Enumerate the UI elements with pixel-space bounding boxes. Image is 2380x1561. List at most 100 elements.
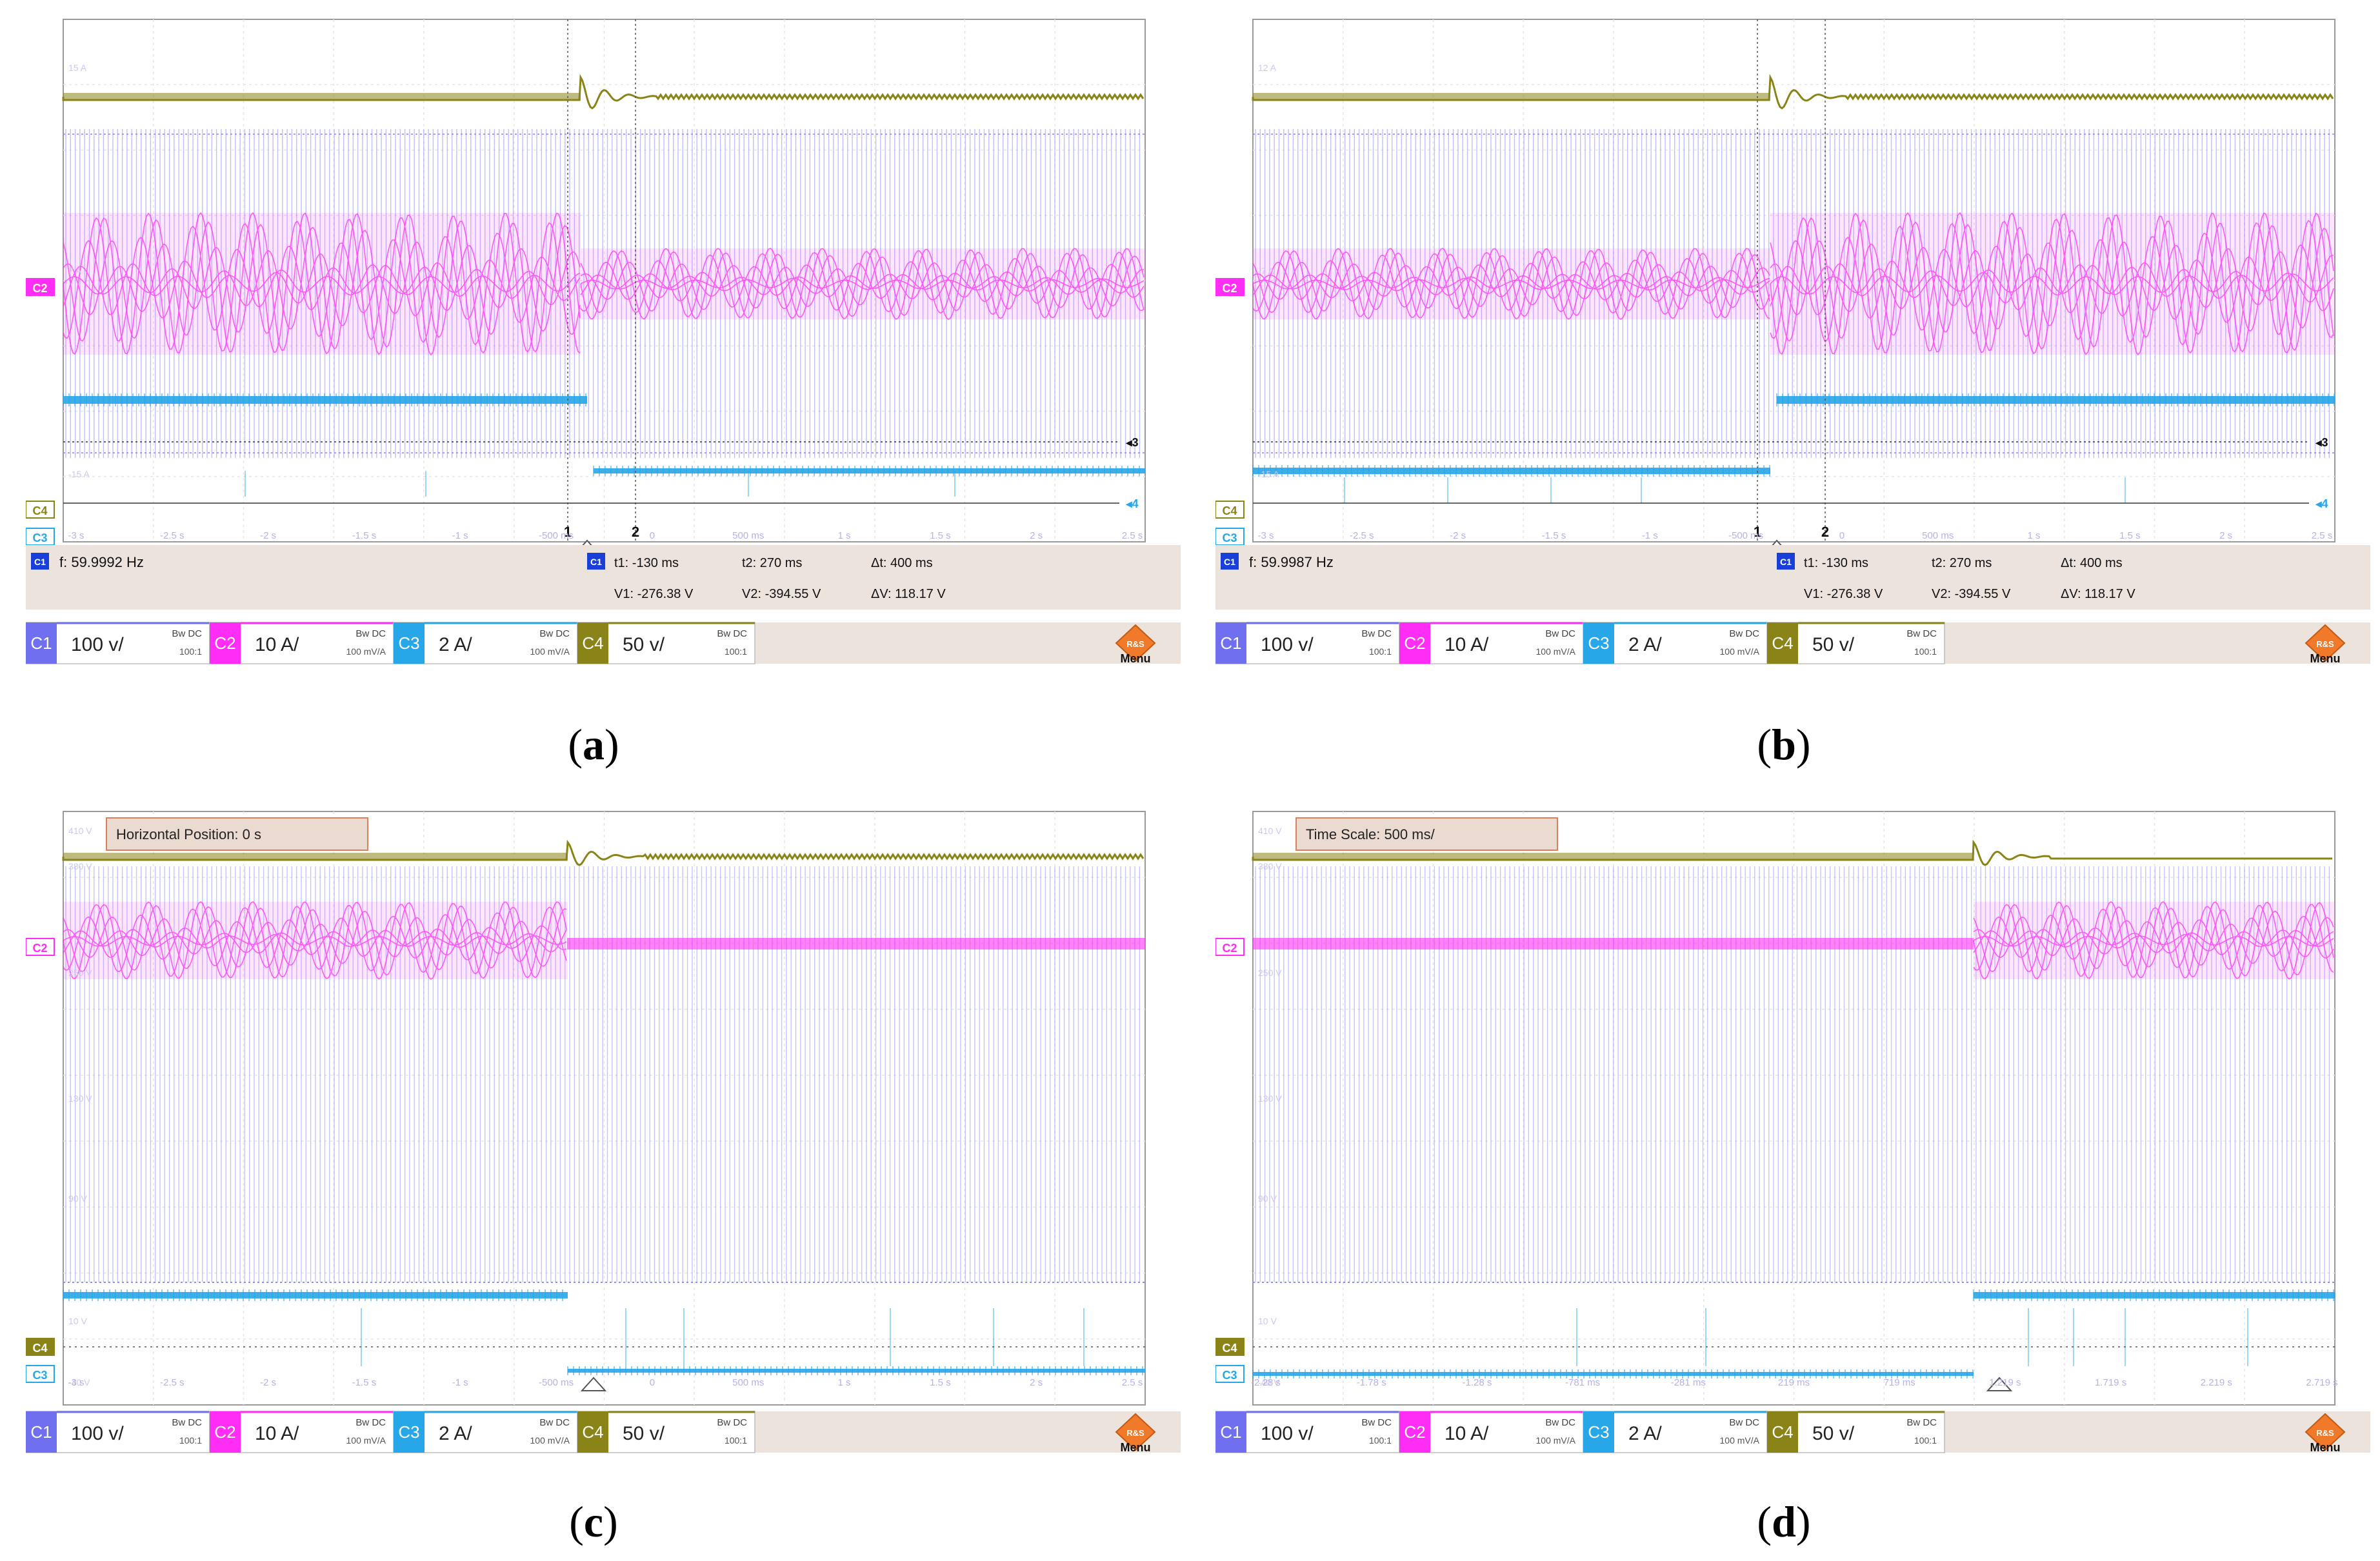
- level-label: 130 V: [1258, 1093, 1282, 1104]
- channel-bandwidth: Bw DC: [1545, 1417, 1575, 1428]
- channel-bandwidth: Bw DC: [355, 1417, 386, 1428]
- info-box-text: Time Scale: 500 ms/: [1306, 826, 1435, 842]
- side-tag-c2: [1215, 938, 1245, 956]
- level-label: -40 V: [1258, 1377, 1280, 1387]
- cursor-marker-4: ◂4: [1125, 497, 1138, 510]
- channel-tag-c1[interactable]: [26, 622, 57, 664]
- level-label: 380 V: [68, 861, 92, 871]
- info-box: [106, 817, 368, 851]
- scope-screen-c: Horizontal Position: 0 s C2 C4 C3 410 V 380 V…: [26, 805, 1181, 1469]
- channel-tag-c4[interactable]: [1767, 1411, 1798, 1453]
- channel-tag-text: C4: [1772, 1422, 1793, 1442]
- channel-bandwidth: Bw DC: [1729, 1417, 1759, 1428]
- level-label: 380 V: [1258, 861, 1282, 871]
- channel-scale: 100 v/: [71, 634, 124, 655]
- time-tick-label: 2.5 s: [1122, 530, 1143, 541]
- channel-tag-c1[interactable]: [1215, 1411, 1246, 1453]
- side-tag-c3-label: C3: [32, 1369, 47, 1382]
- c3-current-pre: [1253, 468, 1770, 474]
- menu-logo-icon[interactable]: [2305, 1413, 2346, 1451]
- channel-bandwidth: Bw DC: [539, 1417, 570, 1428]
- channel-scale: 2 A/: [1628, 634, 1662, 655]
- channel-bandwidth: Bw DC: [172, 628, 202, 639]
- c3-current-pre-ripple: [63, 393, 586, 406]
- channel-tag-text: C3: [1588, 633, 1609, 653]
- channel-tag-c3[interactable]: [394, 622, 425, 664]
- menu-logo-icon[interactable]: [1115, 624, 1156, 662]
- c2-current-pre-band: [1253, 248, 1770, 319]
- menu-logo-icon[interactable]: [2305, 624, 2346, 662]
- trigger-position-icon[interactable]: [1986, 1377, 2013, 1391]
- channel-probe-ratio: 100:1: [179, 1435, 202, 1446]
- side-tag-c3: [26, 1365, 55, 1383]
- c1-switching-trace: [1255, 866, 2330, 1282]
- channel-tag-c2[interactable]: [210, 1411, 241, 1453]
- c3-spikes: [1344, 477, 2126, 503]
- channel-tag-c2[interactable]: [210, 622, 241, 664]
- channel-tag-c2[interactable]: [1399, 1411, 1430, 1453]
- c3-spikes: [245, 471, 955, 497]
- time-tick-label: 2 s: [2219, 530, 2232, 541]
- cursor-channel-label: C1: [590, 557, 602, 567]
- channel-bandwidth: Bw DC: [1545, 628, 1575, 639]
- channel-bandwidth: Bw DC: [1361, 1417, 1392, 1428]
- cursor-marker-1: 1: [564, 524, 572, 540]
- channel-probe-ratio: 100:1: [1369, 1435, 1392, 1446]
- cursor-marker-1: 1: [1754, 524, 1761, 540]
- time-tick-label: 2.719 s: [2306, 1377, 2337, 1388]
- time-tick-label: -2.5 s: [1350, 530, 1374, 541]
- time-tick-label: -2 s: [260, 530, 276, 541]
- time-tick-label: 219 ms: [1778, 1377, 1810, 1388]
- time-tick-label: 2.219 s: [2201, 1377, 2232, 1388]
- info-box-text: Horizontal Position: 0 s: [116, 826, 261, 842]
- caption-c: (c): [569, 1497, 618, 1546]
- frequency-readout: f: 59.9987 Hz: [1249, 554, 1334, 570]
- side-tag-c4: [1215, 1338, 1245, 1356]
- time-tick-label: -1 s: [452, 530, 468, 541]
- channel-tag-c3[interactable]: [394, 1411, 425, 1453]
- channel-tag-c4[interactable]: [1767, 622, 1798, 664]
- channel-tag-c1[interactable]: [26, 1411, 57, 1453]
- time-tick-label: -2.5 s: [160, 530, 185, 541]
- channel-tag-c3[interactable]: [1583, 1411, 1614, 1453]
- panel-c: Horizontal Position: 0 s C2 C4 C3 410 V 380 V…: [26, 805, 1181, 1479]
- side-tag-c2-label: C2: [32, 282, 47, 295]
- trigger-position-icon[interactable]: [580, 1377, 607, 1391]
- channel-scale: 100 v/: [71, 1423, 124, 1444]
- caption-b: (b): [1757, 720, 1811, 769]
- scope-screen-a: 1 2 ◂3 ◂4 C2 C4 C3 15 A 7 A -15 A -3 s -2.5 s -2 s -1…: [26, 13, 1181, 677]
- channel-probe-ratio: 100 mV/A: [346, 1435, 386, 1446]
- side-tag-c4: [26, 1338, 55, 1356]
- channel-probe-ratio: 100:1: [1369, 646, 1392, 657]
- channel-bandwidth: Bw DC: [539, 628, 570, 639]
- channel-bandwidth: Bw DC: [1906, 1417, 1937, 1428]
- channel-tag-c3[interactable]: [1583, 622, 1614, 664]
- channel-tag-c1[interactable]: [1215, 622, 1246, 664]
- c1-switching-trace: [65, 129, 1141, 458]
- channel-probe-ratio: 100 mV/A: [346, 646, 386, 657]
- channel-tag-text: C4: [582, 1422, 603, 1442]
- time-tick-label: 2.5 s: [1122, 1377, 1143, 1388]
- channel-tag-c4[interactable]: [577, 1411, 608, 1453]
- channel-tag-text: C3: [398, 633, 419, 653]
- time-tick-label: -500 ms: [539, 1377, 574, 1388]
- side-tag-c3-label: C3: [1222, 1369, 1237, 1382]
- channel-tag-c4[interactable]: [577, 622, 608, 664]
- time-tick-label: 2 s: [1030, 1377, 1043, 1388]
- cursor-v1: V1: -276.38 V: [614, 587, 694, 601]
- time-tick-label: 1 s: [838, 1377, 851, 1388]
- info-box: [1295, 817, 1558, 851]
- channel-tag-text: C3: [398, 1422, 419, 1442]
- channel-scale: 50 v/: [623, 634, 665, 655]
- c2-current-post: [580, 248, 1145, 320]
- cursor-marker-3: ◂3: [2315, 436, 2328, 449]
- channel-tag-c2[interactable]: [1399, 622, 1430, 664]
- channel-probe-ratio: 100 mV/A: [530, 646, 570, 657]
- time-tick-label: 1.5 s: [2119, 530, 2141, 541]
- side-tag-c2: [1215, 278, 1245, 296]
- side-tag-c4-label: C4: [32, 1342, 47, 1355]
- menu-logo-icon[interactable]: [1115, 1413, 1156, 1451]
- level-label: 7 A: [68, 266, 82, 276]
- channel-tag-text: C2: [1404, 1422, 1425, 1442]
- channel-tag-text: C4: [1772, 633, 1793, 653]
